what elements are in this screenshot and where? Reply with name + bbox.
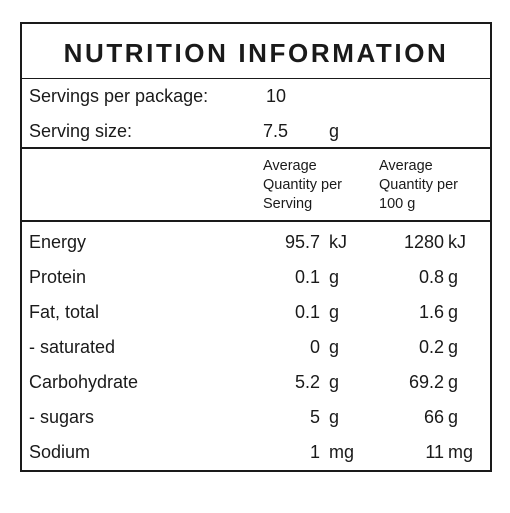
per-serving-unit: g [329, 302, 340, 322]
per-serving-value: 0.1 [294, 267, 320, 287]
header-divider-bottom [22, 220, 490, 222]
per-serving-value: 0 [309, 337, 320, 357]
per-serving-value: 0.1 [294, 302, 320, 322]
nutrient-name: - sugars [29, 407, 95, 427]
per-100g-value: 11 [425, 442, 444, 462]
per-serving-value: 95.7 [284, 232, 320, 252]
column-header-per-serving: Average Quantity per Serving [263, 157, 342, 214]
nutrient-name: Protein [29, 267, 87, 287]
header-divider-top [22, 147, 490, 149]
per-100g-unit: kJ [448, 232, 466, 252]
column-header-per-100g-line: Quantity per [379, 177, 458, 193]
column-header-per-serving-line: Quantity per [263, 177, 342, 193]
nutrient-name: Sodium [29, 442, 91, 462]
per-100g-value: 1280 [403, 232, 444, 252]
per-serving-unit: mg [329, 442, 355, 462]
per-100g-value: 69.2 [408, 372, 444, 392]
panel-title: NUTRITION INFORMATION [63, 38, 449, 68]
column-header-per-100g: Average Quantity per 100 g [379, 157, 458, 214]
per-100g-unit: g [448, 407, 459, 427]
per-100g-unit: g [448, 302, 459, 322]
per-100g-unit: g [448, 372, 459, 392]
nutrient-name: Fat, total [29, 302, 100, 322]
per-serving-value: 1 [309, 442, 320, 462]
serving-size-unit: g [329, 121, 340, 141]
per-100g-value: 66 [423, 407, 444, 427]
column-header-per-serving-line: Average [263, 158, 317, 174]
servings-per-package-label: Servings per package: [29, 86, 209, 106]
per-serving-value: 5.2 [294, 372, 320, 392]
column-header-per-serving-line: Serving [263, 196, 313, 212]
column-header-per-100g-line: 100 g [379, 196, 416, 212]
per-100g-value: 0.2 [418, 337, 444, 357]
serving-size-label: Serving size: [29, 121, 133, 141]
per-100g-value: 0.8 [418, 267, 444, 287]
per-serving-value: 5 [309, 407, 320, 427]
per-serving-unit: g [329, 267, 340, 287]
nutrient-name: Carbohydrate [29, 372, 139, 392]
per-serving-unit: g [329, 337, 340, 357]
nutrient-name: Energy [29, 232, 87, 252]
per-serving-unit: g [329, 372, 340, 392]
per-serving-unit: g [329, 407, 340, 427]
nutrient-name: - saturated [29, 337, 116, 357]
per-100g-value: 1.6 [418, 302, 444, 322]
per-100g-unit: g [448, 267, 459, 287]
per-serving-unit: kJ [329, 232, 347, 252]
column-header-per-100g-line: Average [379, 158, 433, 174]
serving-size-value: 7.5 [263, 121, 289, 141]
title-divider [22, 78, 490, 79]
nutrition-panel: NUTRITION INFORMATION Servings per packa… [20, 22, 492, 472]
servings-per-package-value: 10 [266, 86, 287, 106]
per-100g-unit: mg [448, 442, 474, 462]
per-100g-unit: g [448, 337, 459, 357]
